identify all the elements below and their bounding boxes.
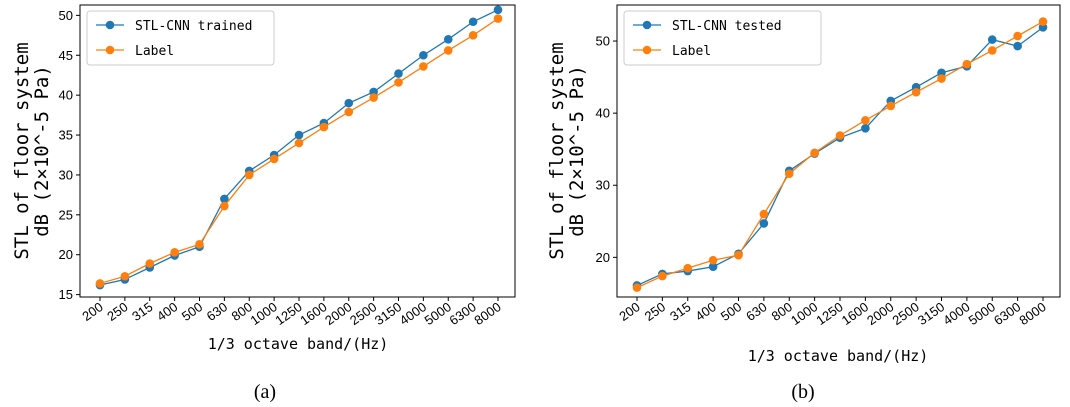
- y-tick-label: 30: [596, 178, 610, 193]
- plot-frame: [616, 4, 1061, 298]
- x-tick-label: 500: [718, 299, 744, 324]
- data-point-label: [1038, 17, 1048, 26]
- x-tick-label: 500: [179, 299, 205, 324]
- data-point-label: [244, 170, 254, 180]
- data-point-label: [708, 255, 718, 265]
- data-point-cnn: [419, 50, 428, 60]
- y-tick-label: 30: [59, 167, 73, 182]
- x-tick-label: 200: [616, 299, 642, 324]
- y-tick-label: 20: [59, 247, 73, 262]
- data-point-label: [419, 62, 428, 71]
- x-tick-label: 315: [667, 299, 693, 324]
- data-point-label: [170, 248, 179, 257]
- data-point-label: [369, 93, 378, 102]
- legend-label: STL-CNN trained: [135, 19, 252, 34]
- data-point-label: [886, 101, 896, 111]
- data-point-cnn: [987, 35, 997, 44]
- data-point-label: [120, 271, 130, 281]
- x-tick-label: 630: [743, 299, 769, 324]
- data-point-label: [987, 46, 997, 55]
- data-point-cnn: [759, 219, 769, 228]
- series-line-cnn: [636, 26, 1044, 287]
- data-point-cnn: [294, 130, 304, 140]
- legend-marker: [105, 45, 115, 55]
- plot-frame: [79, 4, 516, 298]
- y-tick-label: 25: [59, 207, 73, 222]
- chart-b: 2030405020025031540050063080010001250160…: [546, 4, 1061, 403]
- data-point-label: [493, 14, 503, 23]
- x-tick-label: 250: [642, 299, 668, 324]
- data-point-label: [810, 148, 819, 158]
- subfigure-caption: (b): [791, 381, 814, 403]
- data-point-cnn: [861, 123, 870, 133]
- legend-label: STL-CNN tested: [672, 19, 782, 34]
- data-point-label: [220, 201, 229, 211]
- subfigure-caption: (a): [254, 381, 276, 403]
- legend-label: Label: [672, 44, 711, 59]
- legend-marker: [642, 20, 652, 30]
- legend-box: [86, 10, 275, 66]
- x-tick-label: 200: [79, 299, 105, 324]
- data-point-label: [835, 131, 845, 140]
- x-tick-label: 630: [204, 299, 230, 324]
- legend-marker: [642, 45, 652, 55]
- data-point-label: [1013, 31, 1022, 41]
- legend-label: Label: [135, 44, 174, 59]
- data-point-label: [734, 250, 743, 260]
- x-tick-label: 315: [129, 299, 155, 324]
- x-tick-label: 250: [104, 299, 130, 324]
- x-tick-label: 8000: [1016, 299, 1048, 328]
- y-tick-label: 15: [59, 287, 73, 302]
- data-point-label: [658, 271, 667, 281]
- y-tick-label: 40: [596, 106, 610, 121]
- data-point-cnn: [344, 98, 354, 108]
- data-point-label: [294, 138, 304, 148]
- y-axis-label: STL of floor system: [546, 42, 568, 259]
- x-tick-label: 400: [154, 299, 180, 324]
- legend: STL-CNN tested Label: [623, 10, 822, 66]
- data-point-label: [195, 240, 204, 249]
- y-tick-label: 40: [59, 88, 73, 103]
- data-point-label: [443, 46, 453, 55]
- data-point-label: [759, 209, 769, 219]
- data-point-label: [95, 279, 105, 288]
- legend-marker: [105, 20, 115, 30]
- y-tick-label: 35: [59, 128, 73, 143]
- data-point-label: [269, 154, 279, 164]
- chart-a: 1520253035404550200250315400500630800100…: [11, 4, 516, 403]
- y-axis-unit-label: dB (2×10^-5 Pa): [31, 65, 53, 237]
- data-point-cnn: [220, 194, 229, 204]
- data-point-cnn: [468, 17, 478, 27]
- x-tick-label: 400: [692, 299, 718, 324]
- data-point-label: [861, 116, 870, 125]
- data-point-label: [394, 78, 403, 87]
- data-point-label: [344, 107, 354, 117]
- data-point-label: [683, 263, 693, 273]
- data-point-cnn: [443, 35, 453, 44]
- data-point-cnn: [493, 5, 503, 15]
- legend-box: [623, 10, 822, 66]
- data-point-label: [784, 169, 794, 179]
- y-axis-label: STL of floor system: [11, 42, 33, 259]
- data-point-cnn: [708, 262, 718, 272]
- y-tick-label: 45: [59, 48, 73, 63]
- y-tick-label: 50: [596, 34, 610, 49]
- x-axis-label: 1/3 octave band/(Hz): [748, 347, 929, 365]
- data-point-label: [319, 122, 329, 132]
- data-point-cnn: [1013, 41, 1022, 51]
- y-tick-label: 50: [59, 8, 73, 23]
- data-point-label: [911, 87, 921, 97]
- data-point-label: [937, 74, 946, 83]
- data-point-label: [468, 31, 478, 40]
- x-tick-label: 8000: [471, 299, 503, 328]
- data-point-label: [962, 59, 972, 69]
- data-point-cnn: [394, 69, 403, 78]
- legend: STL-CNN trained Label: [86, 10, 275, 66]
- data-point-label: [145, 259, 155, 268]
- y-tick-label: 20: [596, 250, 610, 265]
- x-axis-label: 1/3 octave band/(Hz): [208, 335, 389, 353]
- data-point-label: [632, 283, 642, 292]
- y-axis-unit-label: dB (2×10^-5 Pa): [566, 65, 588, 237]
